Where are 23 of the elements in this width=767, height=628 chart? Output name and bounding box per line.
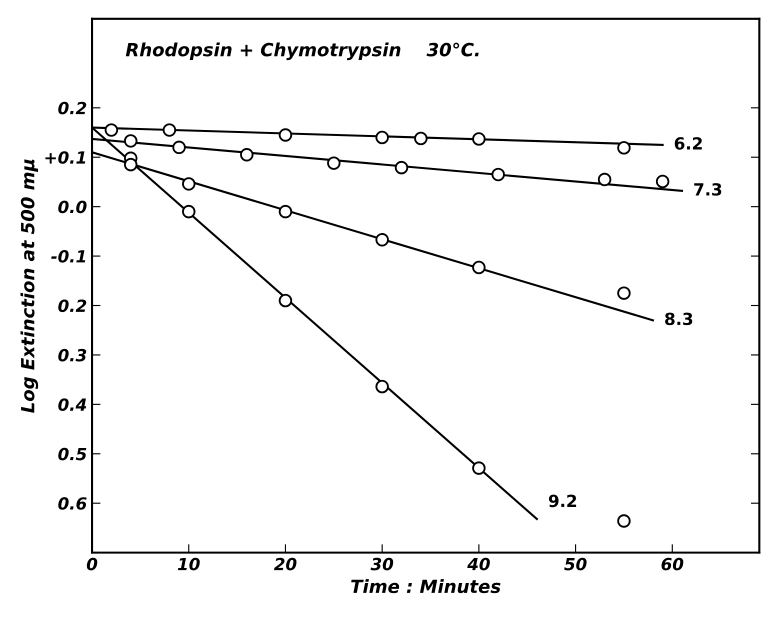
x-tick-label: 60 xyxy=(662,558,684,570)
x-tick-label: 10 xyxy=(178,558,200,570)
y-tick-label: 0.2 xyxy=(58,299,86,312)
y-tick-label: -0.1 xyxy=(51,250,86,263)
x-tick-label: 0 xyxy=(86,558,98,570)
annotation: 8.3 xyxy=(665,312,692,326)
y-tick-label: 0.4 xyxy=(58,398,86,411)
annotation: 6.2 xyxy=(674,137,702,150)
y-tick-label: +0.1 xyxy=(45,151,86,164)
x-tick-label: 50 xyxy=(564,558,587,570)
y-tick-label: 0.3 xyxy=(58,348,86,362)
text: Rhodopsin + Chymotrypsin 30°C. xyxy=(126,42,479,60)
x-axis-title: Time : Minutes xyxy=(351,579,500,594)
y-tick-label: 0.0 xyxy=(58,200,87,214)
x-tick-label: 30 xyxy=(370,558,394,570)
y-tick-label: 0.6 xyxy=(58,497,87,510)
x-tick-label: 40 xyxy=(467,558,490,570)
annotation: 7.3 xyxy=(694,183,722,196)
y-axis-title: Log Extinction at 500 mμ xyxy=(20,159,38,413)
y-tick-label: 0.5 xyxy=(58,448,86,460)
annotation: 9.2 xyxy=(548,494,576,508)
x-tick-label: 20 xyxy=(274,558,296,570)
y-tick-label: 0.2 xyxy=(58,102,86,114)
